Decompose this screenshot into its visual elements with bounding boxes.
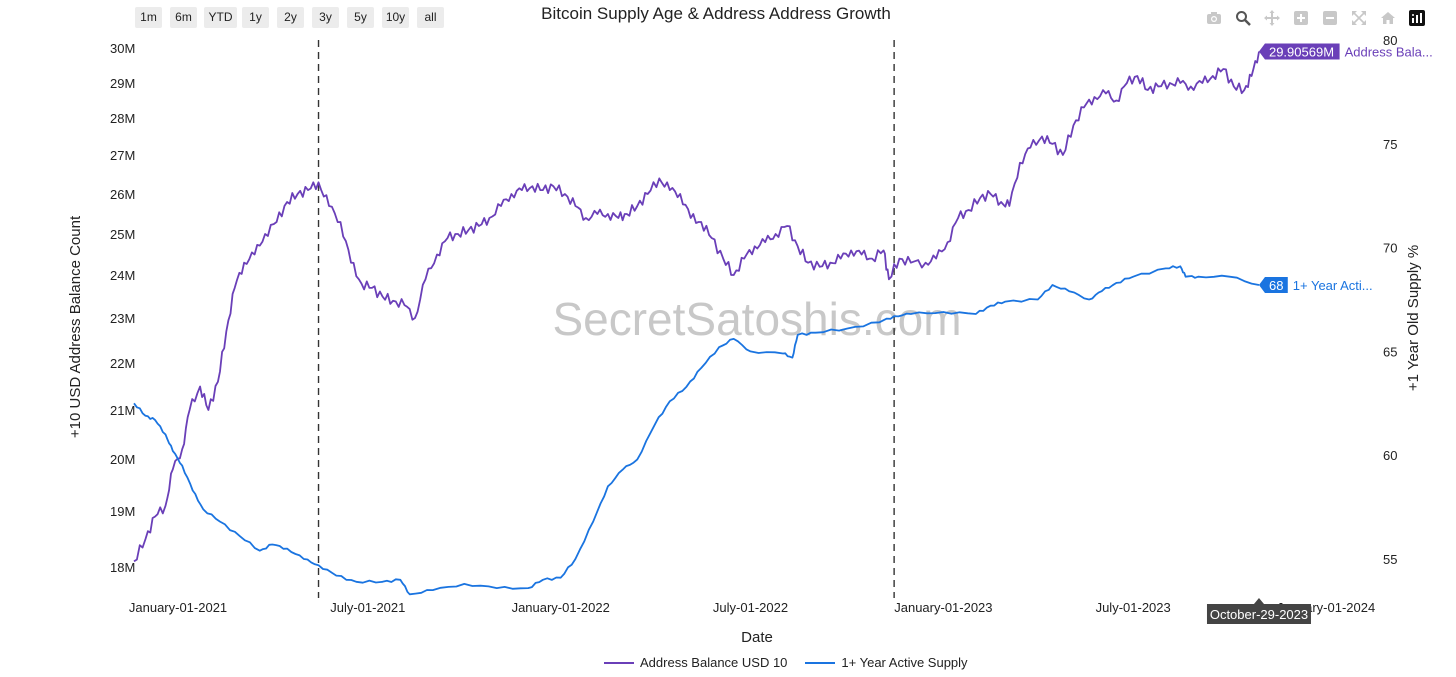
hover-date-badge <box>1206 598 1311 624</box>
legend-swatch <box>604 661 634 664</box>
y-left-tick-label: 18M <box>110 560 135 575</box>
y-right-tick-label: 55 <box>1383 552 1397 567</box>
hover-value-text: 29.90569M <box>1269 45 1334 60</box>
zoom-in-icon[interactable] <box>1291 8 1311 28</box>
y-left-tick-label: 25M <box>110 227 135 242</box>
x-tick-label: January-01-2022 <box>512 600 610 615</box>
zoom-out-icon[interactable] <box>1320 8 1340 28</box>
hover-value-badge <box>1258 276 1288 293</box>
y-left-tick-label: 27M <box>110 148 135 163</box>
range-button-all[interactable]: all <box>417 7 444 28</box>
series-line-active-supply[interactable] <box>133 265 1260 596</box>
y-right-tick-label: 70 <box>1383 241 1397 256</box>
x-axis-title: Date <box>741 629 773 646</box>
y-left-tick-label: 24M <box>110 268 135 283</box>
plotly-logo-icon[interactable] <box>1407 8 1427 28</box>
y-right-tick-label: 80 <box>1383 33 1397 48</box>
x-tick-label: July-01-2023 <box>1096 600 1171 615</box>
x-tick-label: January-01-2023 <box>894 600 992 615</box>
legend-item-address-balance[interactable]: Address Balance USD 10 <box>604 655 787 670</box>
x-tick-label: July-01-2022 <box>713 600 788 615</box>
zoom-icon[interactable] <box>1233 8 1253 28</box>
range-button-1m[interactable]: 1m <box>135 7 162 28</box>
y-right-tick-label: 65 <box>1383 344 1397 359</box>
y-left-tick-label: 26M <box>110 187 135 202</box>
range-button-ytd[interactable]: YTD <box>204 7 237 28</box>
range-button-3y[interactable]: 3y <box>312 7 339 28</box>
y-left-axis-title: +10 USD Address Balance Count <box>67 215 84 438</box>
range-button-6m[interactable]: 6m <box>170 7 197 28</box>
legend: Address Balance USD 10 1+ Year Active Su… <box>604 655 968 670</box>
pan-icon[interactable] <box>1262 8 1282 28</box>
modebar <box>1204 8 1427 28</box>
x-tick-label: January-01-2021 <box>129 600 227 615</box>
y-right-axis-title: +1 Year Old Supply % <box>1405 245 1422 391</box>
hover-date-text: October-29-2023 <box>1210 607 1308 622</box>
range-button-10y[interactable]: 10y <box>382 7 409 28</box>
reset-axes-icon[interactable] <box>1378 8 1398 28</box>
hover-value-text: 68 <box>1269 278 1283 293</box>
autoscale-icon[interactable] <box>1349 8 1369 28</box>
range-button-1y[interactable]: 1y <box>242 7 269 28</box>
y-left-tick-label: 19M <box>110 504 135 519</box>
camera-icon[interactable] <box>1204 8 1224 28</box>
hover-value-badge <box>1258 43 1340 60</box>
legend-swatch <box>805 661 836 664</box>
legend-item-active-supply[interactable]: 1+ Year Active Supply <box>805 655 968 670</box>
chart-title: Bitcoin Supply Age & Address Address Gro… <box>541 4 891 23</box>
y-left-tick-label: 20M <box>110 452 135 467</box>
series-line-address-balance[interactable] <box>133 51 1260 563</box>
hover-series-name: 1+ Year Acti... <box>1293 278 1373 293</box>
y-left-tick-label: 23M <box>110 311 135 326</box>
range-button-5y[interactable]: 5y <box>347 7 374 28</box>
y-right-tick-label: 60 <box>1383 448 1397 463</box>
range-button-2y[interactable]: 2y <box>277 7 304 28</box>
y-left-tick-label: 29M <box>110 76 135 91</box>
legend-label: Address Balance USD 10 <box>640 655 788 670</box>
watermark: SecretSatoshis.com <box>552 293 961 345</box>
y-left-tick-label: 30M <box>110 41 135 56</box>
y-right-tick-label: 75 <box>1383 137 1397 152</box>
x-tick-label: July-01-2021 <box>330 600 405 615</box>
hover-series-name: Address Bala... <box>1345 45 1433 60</box>
y-left-tick-label: 21M <box>110 403 135 418</box>
y-left-tick-label: 22M <box>110 356 135 371</box>
legend-label: 1+ Year Active Supply <box>841 655 968 670</box>
y-left-tick-label: 28M <box>110 111 135 126</box>
